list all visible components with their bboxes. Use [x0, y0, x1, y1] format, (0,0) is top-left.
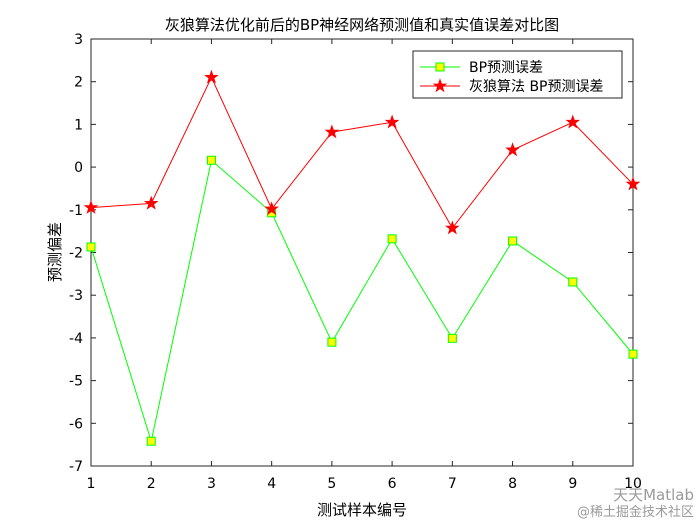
data-point [384, 114, 400, 129]
watermark-title: 天天Matlab [613, 486, 694, 504]
x-tick-label: 7 [448, 476, 457, 492]
data-point [264, 201, 280, 216]
y-tick-label: -6 [69, 416, 83, 432]
y-tick-label: -4 [69, 331, 83, 347]
legend-label: 灰狼算法 BP预测误差 [469, 79, 604, 95]
x-tick-label: 6 [388, 476, 397, 492]
watermark-subtitle: @稀土掘金技术社区 [576, 504, 694, 520]
y-tick-label: 0 [74, 160, 83, 176]
y-axis-label: 预测偏差 [46, 222, 64, 282]
data-point [625, 176, 641, 191]
series-line [90, 76, 634, 230]
x-tick-label: 8 [508, 476, 517, 492]
data-point [204, 69, 219, 84]
data-point [387, 234, 397, 244]
legend-box [412, 50, 623, 99]
data-point [143, 195, 159, 210]
y-tick-label: 3 [74, 32, 83, 48]
legend-marker [432, 78, 448, 93]
series-layer [83, 69, 641, 446]
series-0 [86, 155, 638, 446]
data-point [447, 333, 457, 343]
y-tick-label: -1 [69, 203, 83, 219]
plot-area [90, 38, 634, 467]
data-point [206, 155, 216, 165]
y-tick-label: -2 [69, 246, 83, 262]
data-point [324, 124, 340, 139]
data-point [628, 349, 638, 359]
data-point [146, 436, 156, 446]
x-tick-label: 10 [624, 476, 642, 492]
series-1 [83, 69, 641, 235]
x-tick-label: 2 [147, 476, 156, 492]
x-tick-label: 1 [87, 476, 96, 492]
y-tick-label: 1 [74, 117, 83, 133]
data-point [86, 242, 96, 252]
x-tick-label: 9 [568, 476, 577, 492]
x-tick-label: 4 [267, 476, 276, 492]
y-tick-label: -5 [69, 374, 83, 390]
x-tick-label: 5 [327, 476, 336, 492]
chart-title: 灰狼算法优化前后的BP神经网络预测值和真实值误差对比图 [165, 16, 559, 34]
data-point [327, 337, 337, 347]
data-point [505, 142, 520, 157]
data-point [444, 220, 460, 235]
data-point [568, 277, 578, 287]
y-tick-label: 2 [74, 75, 83, 91]
legend-marker [435, 62, 445, 72]
x-tick-label: 3 [207, 476, 216, 492]
x-axis: 1 2 3 4 5 6 7 8 9 10 [87, 39, 642, 492]
y-tick-label: -7 [69, 459, 83, 475]
data-point [565, 114, 581, 129]
x-axis-label: 测试样本编号 [317, 501, 407, 519]
legend-label: BP预测误差 [469, 60, 543, 76]
data-point [83, 199, 99, 214]
watermark: 天天Matlab @稀土掘金技术社区 [577, 486, 694, 521]
series-line [90, 159, 634, 444]
y-tick-label: -3 [69, 288, 83, 304]
data-point [508, 236, 518, 246]
